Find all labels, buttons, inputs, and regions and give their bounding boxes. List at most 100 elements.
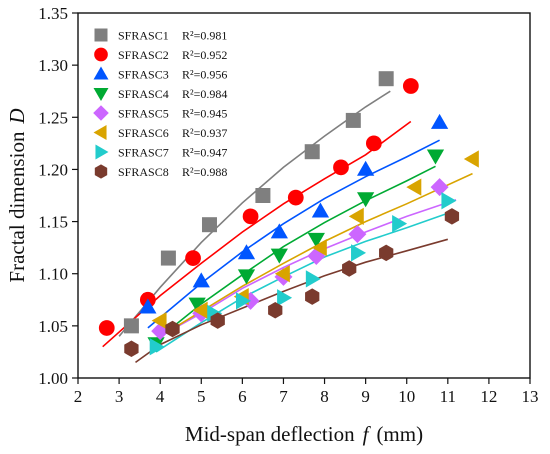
y-tick-label: 1.20 bbox=[38, 160, 68, 179]
point-sfrasc7 bbox=[351, 244, 367, 262]
y-tick-label: 1.25 bbox=[38, 108, 68, 127]
legend-label-sfrasc8: SFRASC8 bbox=[118, 165, 169, 179]
legend-marker-sfrasc1 bbox=[94, 28, 108, 42]
legend-marker-sfrasc2 bbox=[94, 47, 108, 62]
point-sfrasc6 bbox=[151, 312, 167, 330]
legend-label-sfrasc3: SFRASC3 bbox=[118, 68, 169, 82]
point-sfrasc1 bbox=[201, 217, 217, 233]
y-tick-label: 1.35 bbox=[38, 4, 68, 23]
axis-ticks: 2 3 4 5 6 7 8 9 10 11 12 13 1.00 1.05 1.10 1.15 1.20 1.25… bbox=[38, 4, 538, 406]
x-tick-label: 9 bbox=[361, 387, 370, 406]
point-sfrasc6 bbox=[274, 265, 290, 283]
point-sfrasc2 bbox=[333, 159, 349, 176]
point-sfrasc2 bbox=[242, 208, 259, 225]
point-sfrasc1 bbox=[304, 144, 320, 160]
x-tick-label: 5 bbox=[197, 387, 206, 406]
point-sfrasc1 bbox=[123, 318, 139, 334]
point-sfrasc6 bbox=[348, 207, 364, 225]
fit-curve-sfrasc3 bbox=[147, 139, 440, 329]
x-tick-label: 12 bbox=[480, 387, 497, 406]
fit-curve-sfrasc4 bbox=[151, 165, 436, 345]
point-sfrasc3 bbox=[192, 272, 210, 288]
x-tick-label: 7 bbox=[279, 387, 288, 406]
point-sfrasc8 bbox=[379, 244, 394, 262]
point-sfrasc4 bbox=[270, 248, 288, 264]
point-sfrasc3 bbox=[139, 298, 157, 314]
legend-r2-sfrasc8: R²=0.988 bbox=[182, 165, 227, 179]
y-tick-label: 1.10 bbox=[38, 265, 68, 284]
point-sfrasc1 bbox=[345, 112, 361, 128]
fit-curve-sfrasc2 bbox=[102, 120, 412, 348]
point-sfrasc2 bbox=[402, 78, 419, 94]
fit-curve-sfrasc1 bbox=[118, 90, 391, 337]
x-tick-label: 3 bbox=[115, 387, 124, 406]
legend: SFRASC1 R²=0.981 SFRASC2 R²=0.952 SFRASC3 R²=… bbox=[93, 28, 227, 179]
point-sfrasc3 bbox=[430, 113, 449, 129]
point-sfrasc5 bbox=[430, 178, 449, 197]
fit-curve-sfrasc8 bbox=[135, 238, 449, 364]
point-sfrasc8 bbox=[210, 312, 225, 329]
y-tick-label: 1.00 bbox=[38, 369, 68, 388]
point-sfrasc6 bbox=[311, 239, 327, 257]
point-sfrasc8 bbox=[268, 301, 283, 319]
legend-label-sfrasc4: SFRASC4 bbox=[118, 87, 169, 101]
legend-label-sfrasc7: SFRASC7 bbox=[118, 146, 169, 160]
point-sfrasc3 bbox=[270, 223, 288, 239]
y-axis-label: Fractal dimensionD bbox=[5, 108, 29, 282]
point-sfrasc4 bbox=[307, 232, 325, 248]
x-axis-label: Mid-span deflection f (mm) bbox=[185, 422, 423, 446]
legend-label-sfrasc1: SFRASC1 bbox=[118, 29, 169, 43]
point-sfrasc7 bbox=[305, 270, 321, 288]
y-tick-label: 1.05 bbox=[38, 317, 68, 336]
point-sfrasc4 bbox=[426, 149, 445, 165]
legend-r2-sfrasc7: R²=0.947 bbox=[182, 146, 227, 160]
point-sfrasc8 bbox=[305, 288, 320, 305]
legend-label-sfrasc5: SFRASC5 bbox=[118, 107, 169, 121]
legend-r2-sfrasc1: R²=0.981 bbox=[182, 29, 227, 43]
point-sfrasc8 bbox=[165, 320, 180, 338]
x-tick-label: 11 bbox=[440, 387, 456, 406]
point-sfrasc3 bbox=[357, 160, 375, 176]
point-sfrasc4 bbox=[188, 297, 206, 313]
point-sfrasc2 bbox=[365, 135, 382, 152]
legend-marker-sfrasc7 bbox=[95, 144, 109, 160]
point-sfrasc6 bbox=[192, 301, 208, 319]
point-sfrasc7 bbox=[277, 289, 293, 307]
point-sfrasc8 bbox=[124, 340, 139, 358]
data-points bbox=[98, 71, 479, 358]
legend-marker-sfrasc8 bbox=[94, 164, 108, 179]
point-sfrasc7 bbox=[235, 292, 251, 310]
point-sfrasc2 bbox=[98, 320, 115, 336]
point-sfrasc2 bbox=[287, 189, 304, 206]
point-sfrasc3 bbox=[237, 244, 256, 260]
legend-label-sfrasc2: SFRASC2 bbox=[118, 48, 169, 62]
point-sfrasc6 bbox=[406, 178, 422, 196]
x-tick-label: 10 bbox=[398, 387, 415, 406]
legend-r2-sfrasc6: R²=0.937 bbox=[182, 126, 227, 140]
legend-marker-sfrasc4 bbox=[93, 87, 109, 101]
y-tick-label: 1.15 bbox=[38, 213, 68, 232]
point-sfrasc5 bbox=[348, 225, 367, 244]
y-tick-label: 1.30 bbox=[38, 56, 68, 75]
x-tick-label: 6 bbox=[238, 387, 247, 406]
point-sfrasc6 bbox=[463, 150, 479, 168]
legend-r2-sfrasc3: R²=0.956 bbox=[182, 68, 227, 82]
legend-r2-sfrasc5: R²=0.945 bbox=[182, 107, 227, 121]
x-tick-label: 8 bbox=[320, 387, 329, 406]
x-tick-label: 13 bbox=[522, 387, 539, 406]
point-sfrasc3 bbox=[311, 202, 330, 218]
point-sfrasc4 bbox=[357, 192, 375, 208]
legend-r2-sfrasc4: R²=0.984 bbox=[182, 87, 227, 101]
legend-label-sfrasc6: SFRASC6 bbox=[118, 126, 169, 140]
point-sfrasc8 bbox=[444, 208, 460, 225]
legend-r2-sfrasc2: R²=0.952 bbox=[182, 48, 227, 62]
legend-marker-sfrasc3 bbox=[93, 66, 109, 80]
point-sfrasc2 bbox=[185, 250, 201, 266]
point-sfrasc4 bbox=[237, 269, 256, 285]
x-tick-label: 4 bbox=[156, 387, 165, 406]
point-sfrasc1 bbox=[378, 71, 394, 87]
point-sfrasc7 bbox=[149, 338, 165, 356]
point-sfrasc1 bbox=[160, 250, 176, 266]
plot-frame bbox=[77, 12, 531, 379]
